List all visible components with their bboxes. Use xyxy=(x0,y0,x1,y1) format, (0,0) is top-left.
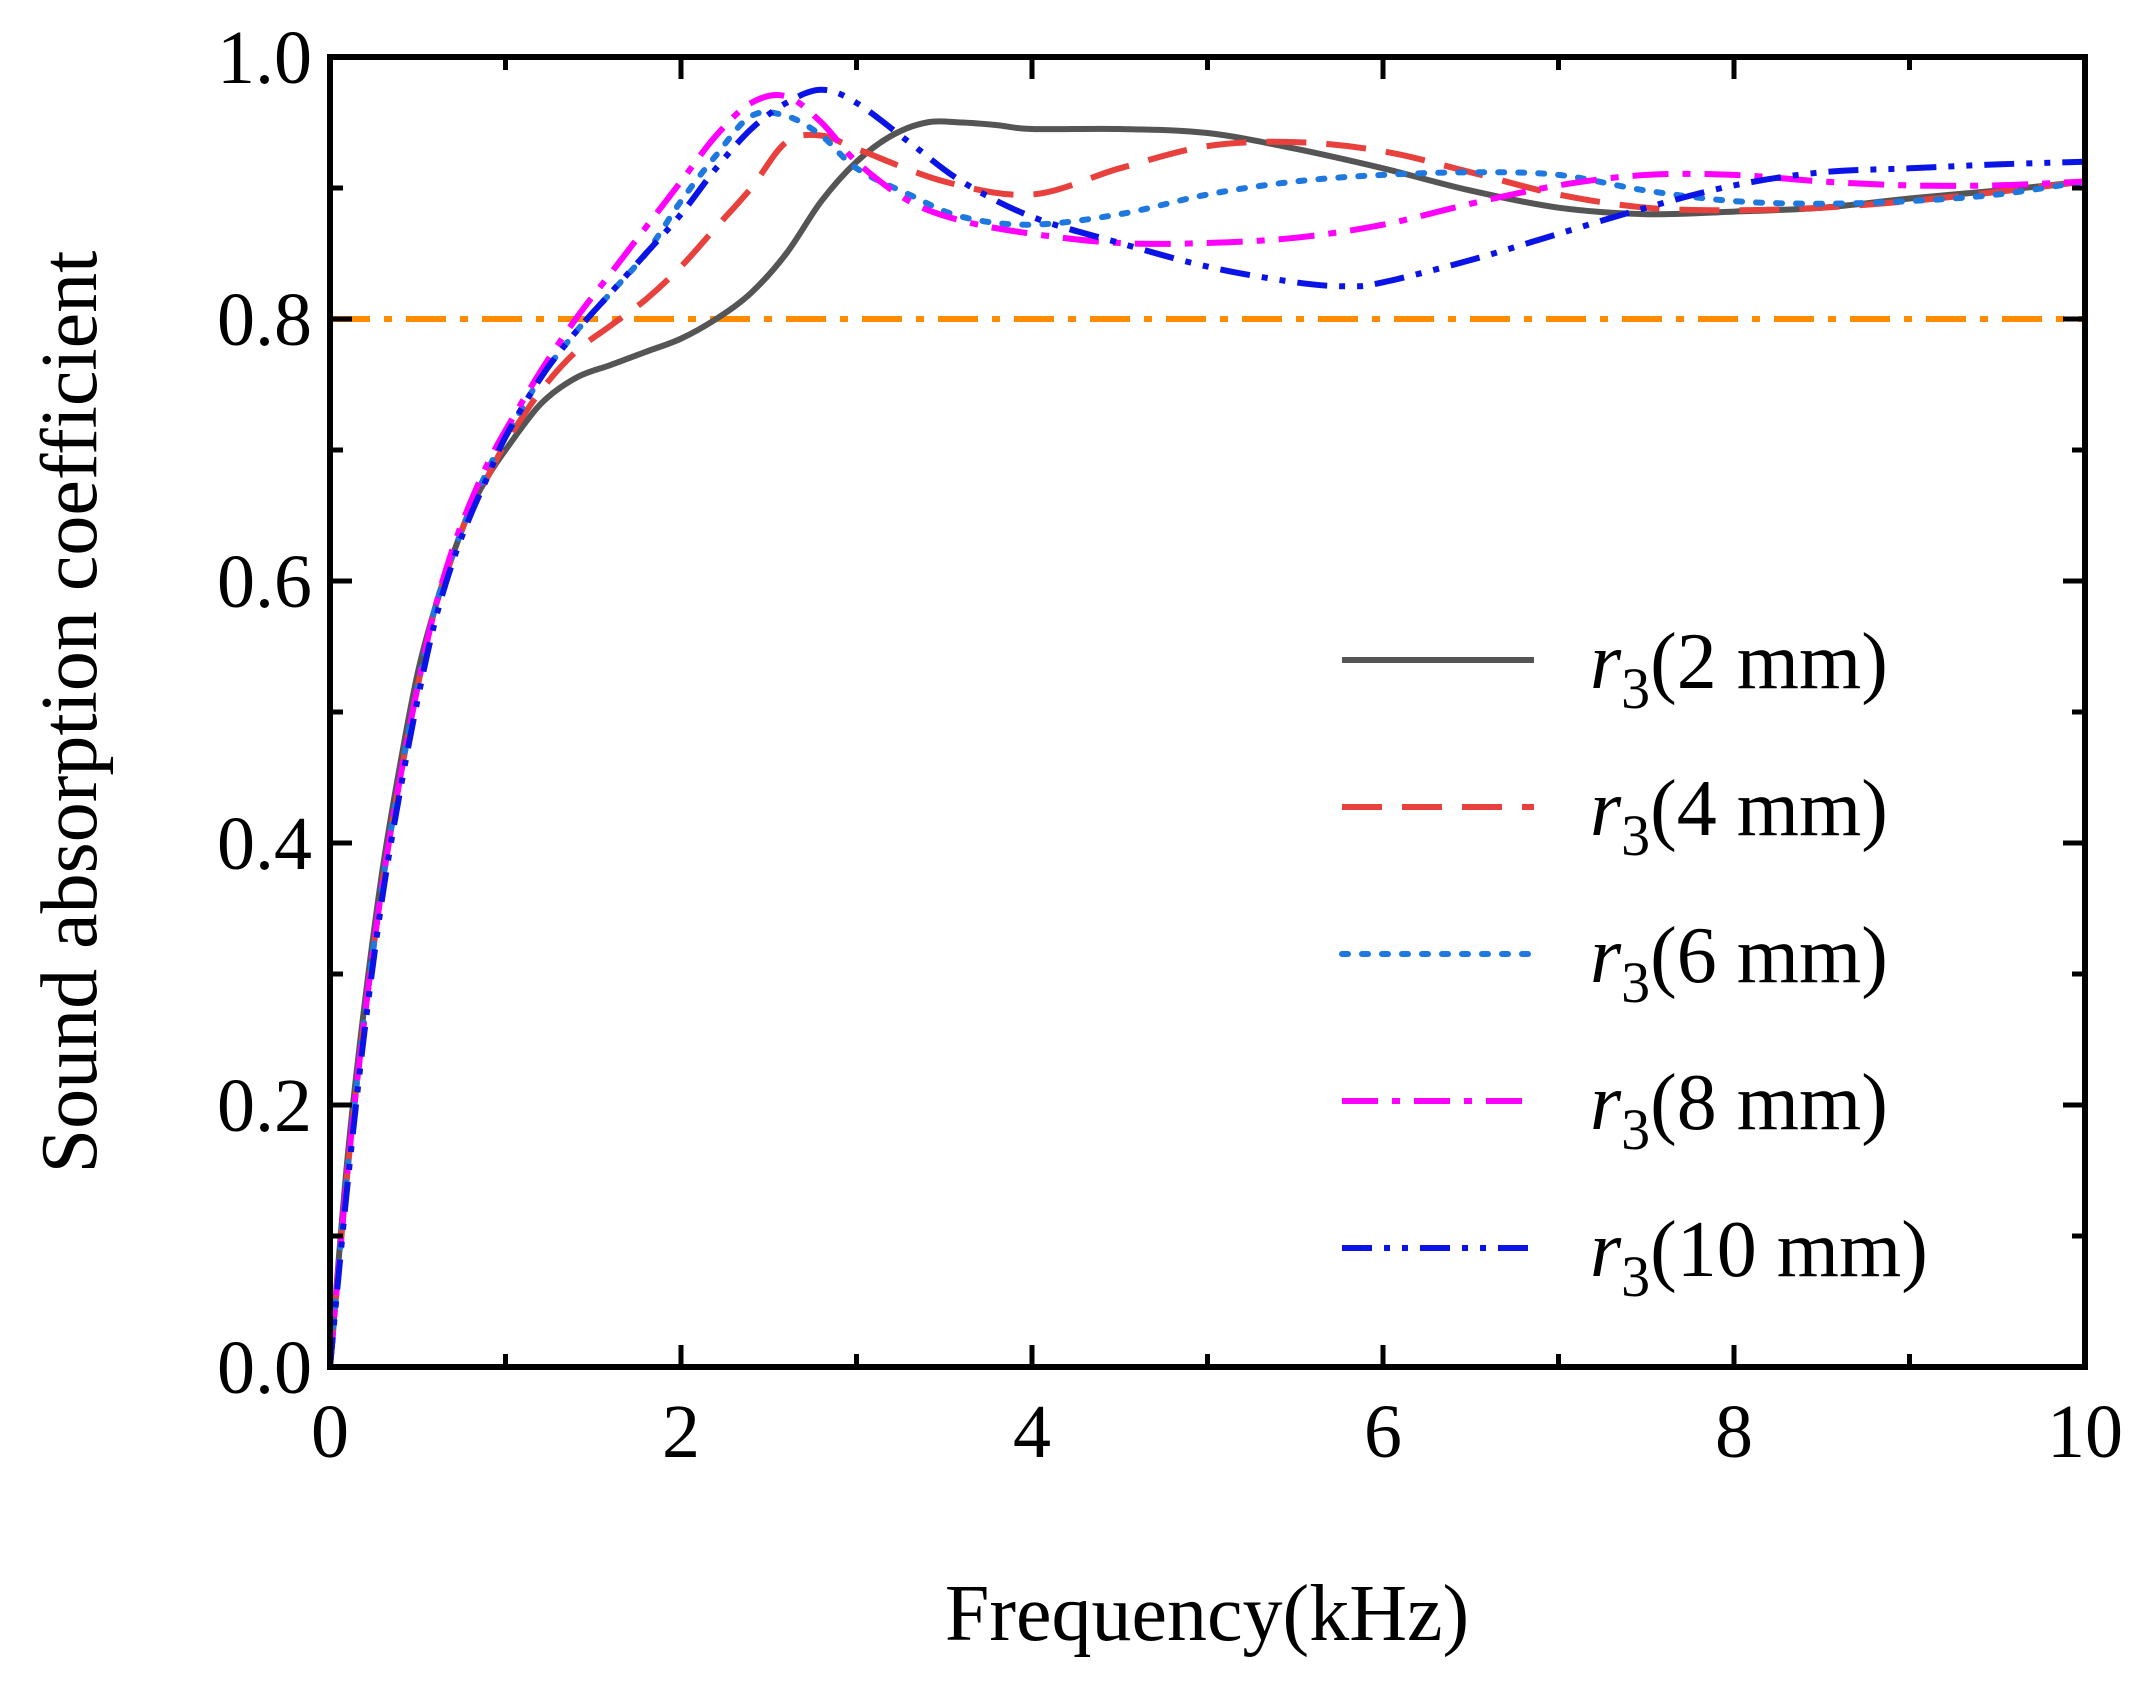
legend-label-prefix: r xyxy=(1590,1206,1622,1294)
legend-entry-1: r3(2 mm) xyxy=(1342,618,1888,721)
x-tick-label: 8 xyxy=(1715,1390,1753,1474)
y-tick-label: 0.6 xyxy=(217,540,312,624)
x-tick-labels: 0 2 4 6 8 10 xyxy=(311,1390,2123,1474)
legend-label-prefix: r xyxy=(1590,912,1622,1000)
legend-label-suffix: (2 mm) xyxy=(1650,618,1888,706)
y-tick-label: 0.2 xyxy=(217,1064,312,1148)
y-tick-labels: 0.0 0.2 0.4 0.6 0.8 1.0 xyxy=(217,16,312,1410)
legend-label-prefix: r xyxy=(1590,765,1622,853)
legend-label-subscript: 3 xyxy=(1621,950,1650,1015)
series-line-4 xyxy=(330,92,2085,1367)
legend-entry-4: r3(8 mm) xyxy=(1342,1059,1888,1162)
legend-label-suffix: (4 mm) xyxy=(1650,765,1888,853)
legend: r3(2 mm)r3(4 mm)r3(6 mm)r3(8 mm)r3(10 mm… xyxy=(1339,618,1928,1309)
legend-label-subscript: 3 xyxy=(1621,656,1650,721)
legend-label: r3(10 mm) xyxy=(1590,1206,1928,1309)
x-tick-label: 6 xyxy=(1364,1390,1402,1474)
y-tick-label: 0.0 xyxy=(217,1326,312,1410)
series-line-5 xyxy=(330,86,2085,1367)
legend-entry-5: r3(10 mm) xyxy=(1342,1206,1928,1309)
legend-entry-2: r3(4 mm) xyxy=(1342,765,1888,868)
legend-label-prefix: r xyxy=(1590,618,1622,706)
y-tick-label: 1.0 xyxy=(217,16,312,100)
y-tick-label: 0.8 xyxy=(217,278,312,362)
x-axis-title: Frequency(kHz) xyxy=(945,1570,1469,1658)
legend-label: r3(8 mm) xyxy=(1590,1059,1888,1162)
series-layer xyxy=(330,86,2085,1367)
legend-label: r3(2 mm) xyxy=(1590,618,1888,721)
legend-label: r3(4 mm) xyxy=(1590,765,1888,868)
legend-entry-3: r3(6 mm) xyxy=(1339,912,1888,1015)
axis-ticks xyxy=(327,54,2088,1370)
x-tick-label: 10 xyxy=(2047,1390,2123,1474)
y-tick-label: 0.4 xyxy=(217,802,312,886)
legend-label-subscript: 3 xyxy=(1621,1097,1650,1162)
legend-label-subscript: 3 xyxy=(1621,803,1650,868)
x-tick-label: 4 xyxy=(1013,1390,1051,1474)
legend-label-subscript: 3 xyxy=(1621,1244,1650,1309)
x-tick-label: 0 xyxy=(311,1390,349,1474)
x-tick-label: 2 xyxy=(662,1390,700,1474)
legend-label-suffix: (8 mm) xyxy=(1650,1059,1888,1147)
legend-label-suffix: (6 mm) xyxy=(1650,912,1888,1000)
legend-label: r3(6 mm) xyxy=(1590,912,1888,1015)
legend-label-prefix: r xyxy=(1590,1059,1622,1147)
legend-label-suffix: (10 mm) xyxy=(1650,1206,1928,1294)
y-axis-title: Sound absorption coefficient xyxy=(26,251,114,1174)
